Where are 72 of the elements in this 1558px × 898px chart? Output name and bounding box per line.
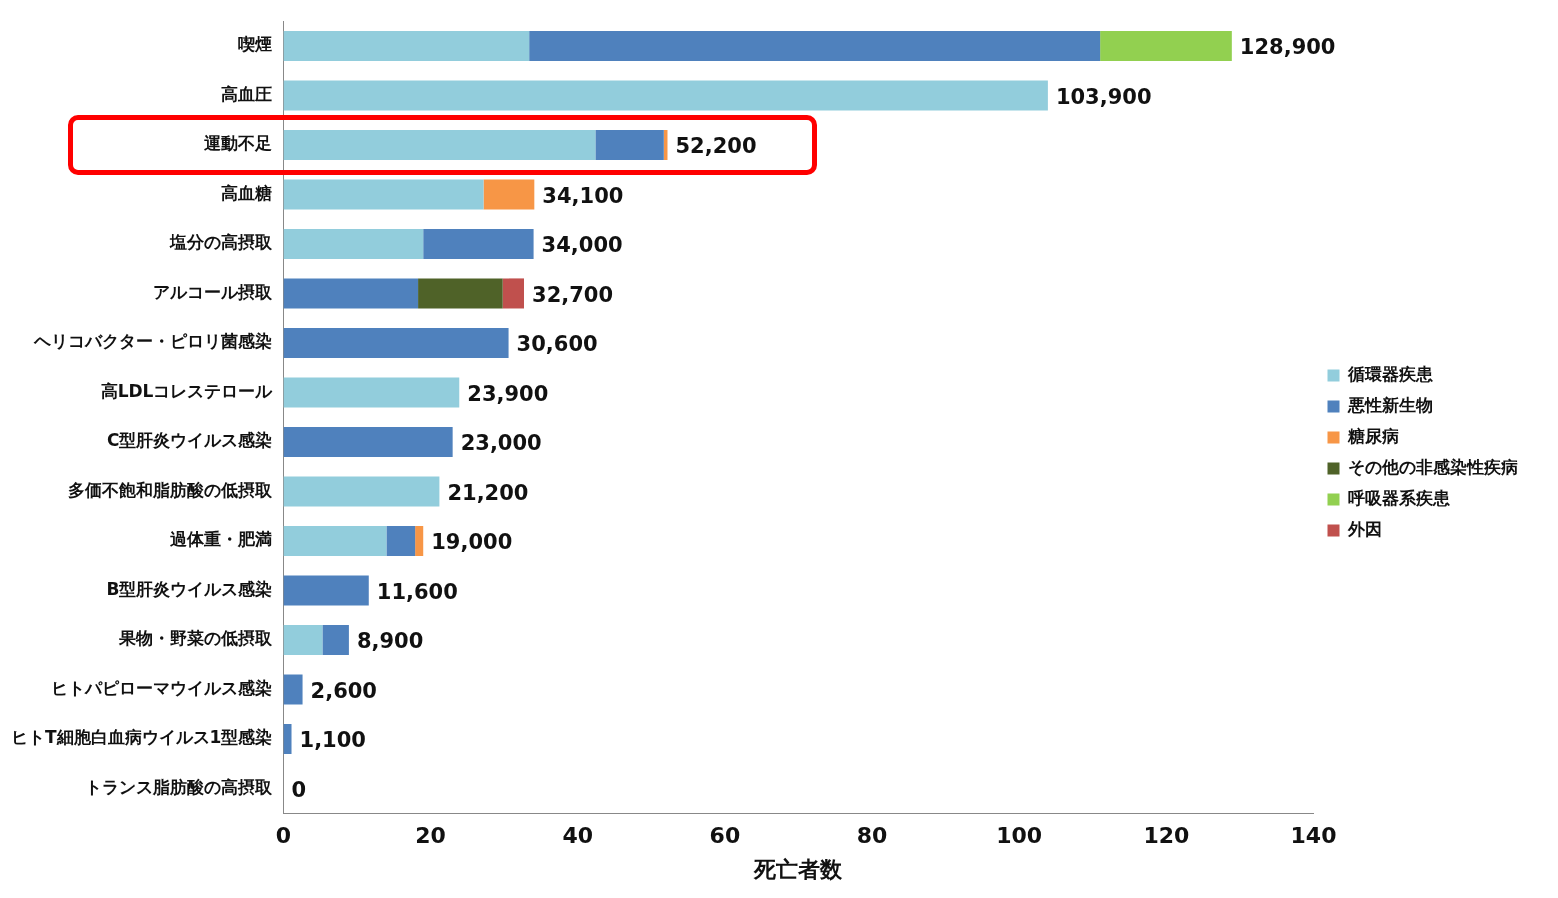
bar: [283, 30, 530, 61]
bar: [386, 525, 416, 556]
bar: [418, 278, 503, 309]
y-tick-label: 高血糖: [221, 182, 273, 203]
bar: [283, 80, 1048, 111]
bar: [283, 624, 323, 655]
y-tick-label: 運動不足: [203, 133, 273, 154]
total-label: 11,600: [376, 579, 458, 604]
y-tick-label: ヘリコバクター・ピロリ菌感染: [33, 331, 273, 352]
total-label: 0: [291, 777, 307, 802]
y-tick-label: 高LDLコレステロール: [100, 380, 274, 401]
bar: [283, 723, 292, 754]
total-label: 52,200: [675, 134, 757, 159]
bar: [283, 228, 424, 259]
y-tick-label: 果物・野菜の低摂取: [118, 628, 274, 649]
bar: [283, 525, 387, 556]
y-tick-label: B型肝炎ウイルス感染: [106, 578, 273, 599]
bar: [322, 624, 349, 655]
x-axis-title: 死亡者数: [753, 856, 844, 882]
total-label: 34,000: [541, 233, 623, 258]
x-tick-label: 40: [562, 823, 594, 849]
y-tick-label: 過体重・肥満: [169, 529, 273, 550]
x-tick-label: 100: [996, 823, 1043, 849]
legend-label: 糖尿病: [1347, 425, 1399, 446]
total-label: 103,900: [1055, 84, 1152, 109]
bar: [283, 476, 440, 507]
bar: [529, 30, 1101, 61]
bar: [283, 327, 509, 358]
total-label: 8,900: [356, 629, 424, 654]
legend-label: 外因: [1347, 518, 1382, 539]
total-label: 21,200: [447, 480, 529, 505]
x-tick-label: 0: [275, 823, 292, 849]
bar: [1100, 30, 1232, 61]
bar: [283, 278, 419, 309]
bar: [283, 129, 596, 160]
total-label: 32,700: [532, 282, 614, 307]
total-label: 30,600: [516, 332, 598, 357]
y-tick-label: ヒトT細胞白血病ウイルス1型感染: [10, 727, 273, 748]
bar: [283, 179, 484, 210]
bar: [595, 129, 664, 160]
total-label: 19,000: [431, 530, 513, 555]
total-label: 23,000: [460, 431, 542, 456]
bar: [283, 426, 453, 457]
bar: [415, 525, 424, 556]
legend-label: 悪性新生物: [1347, 394, 1433, 415]
x-tick-label: 120: [1143, 823, 1190, 849]
y-tick-label: 塩分の高摂取: [169, 232, 274, 253]
y-tick-label: C型肝炎ウイルス感染: [106, 430, 273, 451]
legend-label: 呼吸器系疾患: [1348, 487, 1451, 508]
y-tick-label: 喫煙: [238, 34, 273, 55]
bar: [483, 179, 535, 210]
bar: [283, 377, 460, 408]
y-tick-label: アルコール摂取: [153, 281, 274, 302]
x-tick-label: 140: [1290, 823, 1337, 849]
total-label: 1,100: [299, 728, 366, 753]
x-tick-label: 80: [856, 823, 888, 849]
x-tick-label: 20: [415, 823, 446, 849]
bar: [283, 674, 303, 705]
y-tick-label: トランス脂肪酸の高摂取: [85, 776, 274, 797]
total-label: 2,600: [310, 678, 377, 703]
y-tick-label: ヒトパピローマウイルス感染: [51, 677, 273, 698]
y-tick-label: 高血圧: [221, 83, 273, 104]
legend-label: その他の非感染性疾病: [1348, 456, 1518, 477]
y-tick-label: 多価不飽和脂肪酸の低摂取: [68, 479, 274, 500]
total-label: 34,100: [542, 183, 624, 208]
legend-label: 循環器疾患: [1347, 363, 1434, 384]
bar: [423, 228, 534, 259]
total-label: 23,900: [467, 381, 549, 406]
bar: [502, 278, 525, 309]
total-label: 128,900: [1239, 35, 1336, 60]
bar: [283, 575, 369, 606]
x-tick-label: 60: [709, 823, 741, 849]
